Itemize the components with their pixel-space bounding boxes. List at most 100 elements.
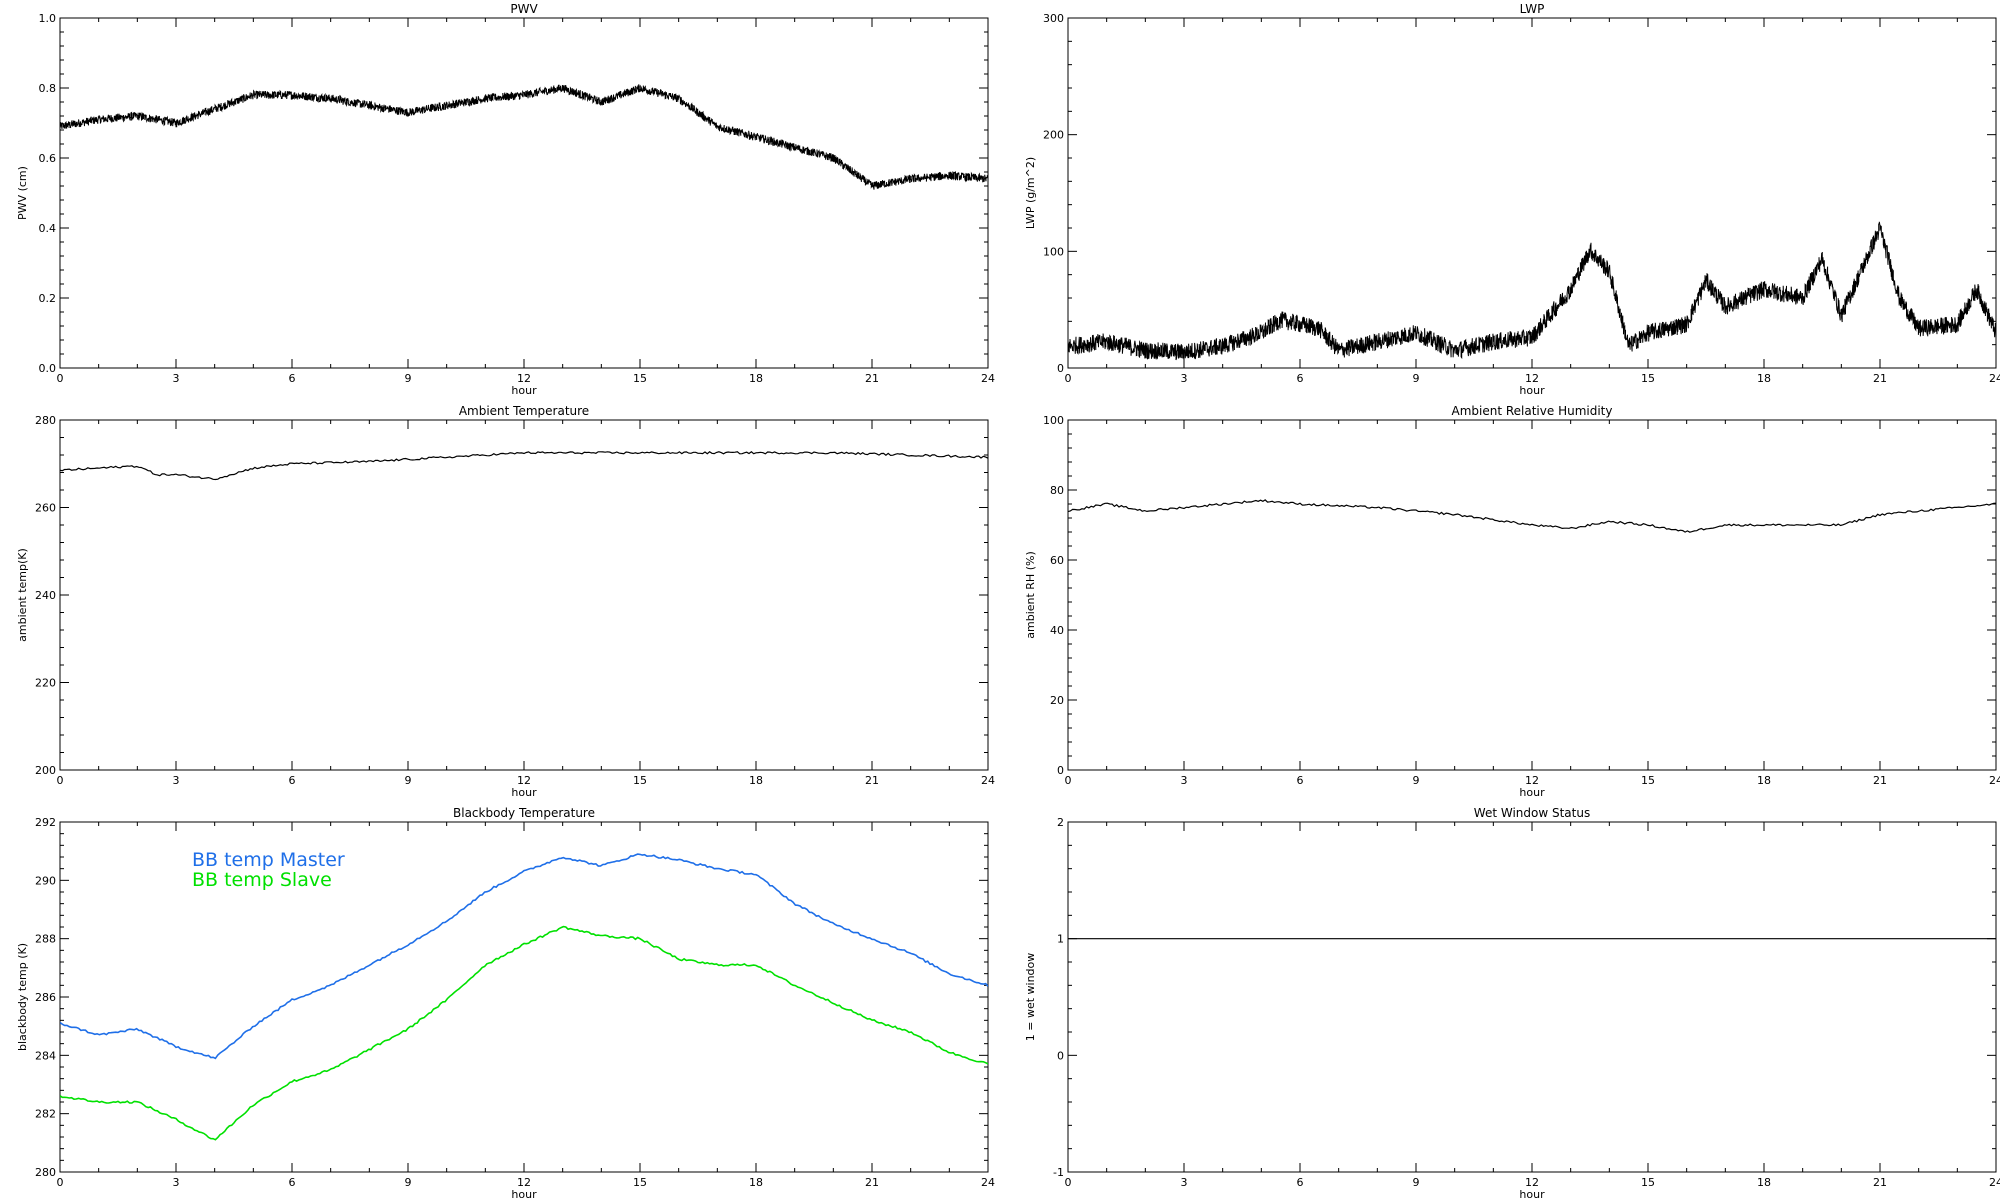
y-axis-label: PWV (cm) <box>16 166 29 220</box>
series-trace-0 <box>60 84 988 190</box>
y-tick-label: 80 <box>1050 484 1064 497</box>
y-tick-label: 200 <box>35 764 56 777</box>
y-tick-label: 0 <box>1057 362 1064 375</box>
y-axis-label: 1 = wet window <box>1024 953 1037 1042</box>
y-axis-label: blackbody temp (K) <box>16 943 29 1051</box>
x-tick-label: 18 <box>749 774 763 787</box>
x-tick-label: 0 <box>1065 774 1072 787</box>
series-trace-0 <box>1068 221 1996 361</box>
y-tick-label: 60 <box>1050 554 1064 567</box>
y-tick-label: 1.0 <box>39 12 57 25</box>
x-tick-label: 18 <box>749 372 763 385</box>
y-tick-label: 0.0 <box>39 362 57 375</box>
x-tick-label: 6 <box>289 774 296 787</box>
x-tick-label: 9 <box>1413 774 1420 787</box>
x-tick-label: 3 <box>1181 1176 1188 1189</box>
plot-area <box>1068 499 1996 533</box>
x-tick-label: 24 <box>981 1176 995 1189</box>
x-axis-label: hour <box>1519 384 1545 397</box>
x-tick-label: 21 <box>865 372 879 385</box>
x-tick-label: 15 <box>633 774 647 787</box>
y-tick-label: 220 <box>35 677 56 690</box>
plot-frame <box>59 419 989 771</box>
y-tick-label: 300 <box>1043 12 1064 25</box>
y-tick-label: 260 <box>35 502 56 515</box>
x-tick-label: 21 <box>865 774 879 787</box>
y-tick-label: 286 <box>35 991 56 1004</box>
plot-frame <box>59 17 989 369</box>
y-tick-label: 40 <box>1050 624 1064 637</box>
legend-entry: BB temp Master <box>192 849 345 871</box>
y-tick-label: 0 <box>1057 764 1064 777</box>
x-tick-label: 12 <box>1525 774 1539 787</box>
y-tick-label: 284 <box>35 1049 56 1062</box>
x-tick-label: 15 <box>633 372 647 385</box>
x-tick-label: 6 <box>289 1176 296 1189</box>
x-tick-label: 21 <box>865 1176 879 1189</box>
x-axis-label: hour <box>511 384 537 397</box>
x-tick-label: 0 <box>57 774 64 787</box>
x-tick-label: 15 <box>633 1176 647 1189</box>
y-axis-label: ambient temp(K) <box>16 548 29 642</box>
plot-area <box>60 84 988 190</box>
x-tick-label: 6 <box>289 372 296 385</box>
x-tick-label: 3 <box>1181 774 1188 787</box>
x-tick-label: 12 <box>517 372 531 385</box>
plot-frame <box>1067 17 1997 369</box>
chart-panel-0: PWV 0 3 6 9 12 15 18 21 24 0.0 0.2 0.4 0.6 0.8 1.0 hour P… <box>16 2 995 397</box>
x-tick-label: 15 <box>1641 774 1655 787</box>
x-tick-label: 21 <box>1873 1176 1887 1189</box>
y-tick-label: 2 <box>1057 816 1064 829</box>
x-tick-label: 18 <box>1757 774 1771 787</box>
x-tick-label: 15 <box>1641 372 1655 385</box>
y-tick-label: 280 <box>35 414 56 427</box>
x-tick-label: 3 <box>173 372 180 385</box>
x-tick-label: 9 <box>405 372 412 385</box>
series-line-0 <box>1068 499 1996 533</box>
x-axis-label: hour <box>1519 786 1545 799</box>
x-tick-label: 15 <box>1641 1176 1655 1189</box>
y-tick-label: 290 <box>35 874 56 887</box>
y-axis-label: ambient RH (%) <box>1024 551 1037 639</box>
y-tick-label: 240 <box>35 589 56 602</box>
x-tick-label: 9 <box>405 774 412 787</box>
x-tick-label: 6 <box>1297 372 1304 385</box>
y-tick-label: 100 <box>1043 414 1064 427</box>
x-tick-label: 0 <box>1065 1176 1072 1189</box>
x-tick-label: 24 <box>981 372 995 385</box>
y-tick-label: 288 <box>35 933 56 946</box>
y-axis-label: LWP (g/m^2) <box>1024 157 1037 229</box>
x-tick-label: 6 <box>1297 774 1304 787</box>
y-tick-label: 0 <box>1057 1049 1064 1062</box>
x-tick-label: 9 <box>1413 1176 1420 1189</box>
y-tick-label: 0.2 <box>39 292 57 305</box>
plot-frame <box>1067 821 1997 1173</box>
chart-panel-3: Ambient Relative Humidity 0 3 6 9 12 15 18 21 24 0… <box>1024 404 2000 799</box>
x-tick-label: 21 <box>1873 372 1887 385</box>
x-tick-label: 18 <box>1757 1176 1771 1189</box>
x-tick-label: 24 <box>1989 1176 2000 1189</box>
series-line-0 <box>60 451 988 481</box>
x-tick-label: 9 <box>1413 372 1420 385</box>
x-tick-label: 3 <box>1181 372 1188 385</box>
plot-frame <box>1067 419 1997 771</box>
chart-panel-1: LWP 0 3 6 9 12 15 18 21 24 0 100 200 300 hour LWP (g/m^… <box>1024 2 2000 397</box>
y-tick-label: 1 <box>1057 933 1064 946</box>
x-tick-label: 18 <box>1757 372 1771 385</box>
chart-panel-4: Blackbody Temperature 0 3 6 9 12 15 18 21 24 280 28… <box>16 806 995 1200</box>
chart-panel-2: Ambient Temperature 0 3 6 9 12 15 18 21 24 200 220 2… <box>16 404 995 799</box>
x-tick-label: 12 <box>1525 1176 1539 1189</box>
y-tick-label: 20 <box>1050 694 1064 707</box>
x-tick-label: 21 <box>1873 774 1887 787</box>
series-line-1 <box>60 925 988 1141</box>
x-tick-label: 24 <box>1989 774 2000 787</box>
plot-area <box>60 451 988 481</box>
chart-title: Ambient Relative Humidity <box>1452 404 1613 418</box>
x-tick-label: 24 <box>981 774 995 787</box>
x-tick-label: 3 <box>173 774 180 787</box>
chart-title: Blackbody Temperature <box>453 806 595 820</box>
plot-area <box>1068 221 1996 361</box>
y-tick-label: 0.6 <box>39 152 57 165</box>
plot-area <box>60 853 988 1141</box>
